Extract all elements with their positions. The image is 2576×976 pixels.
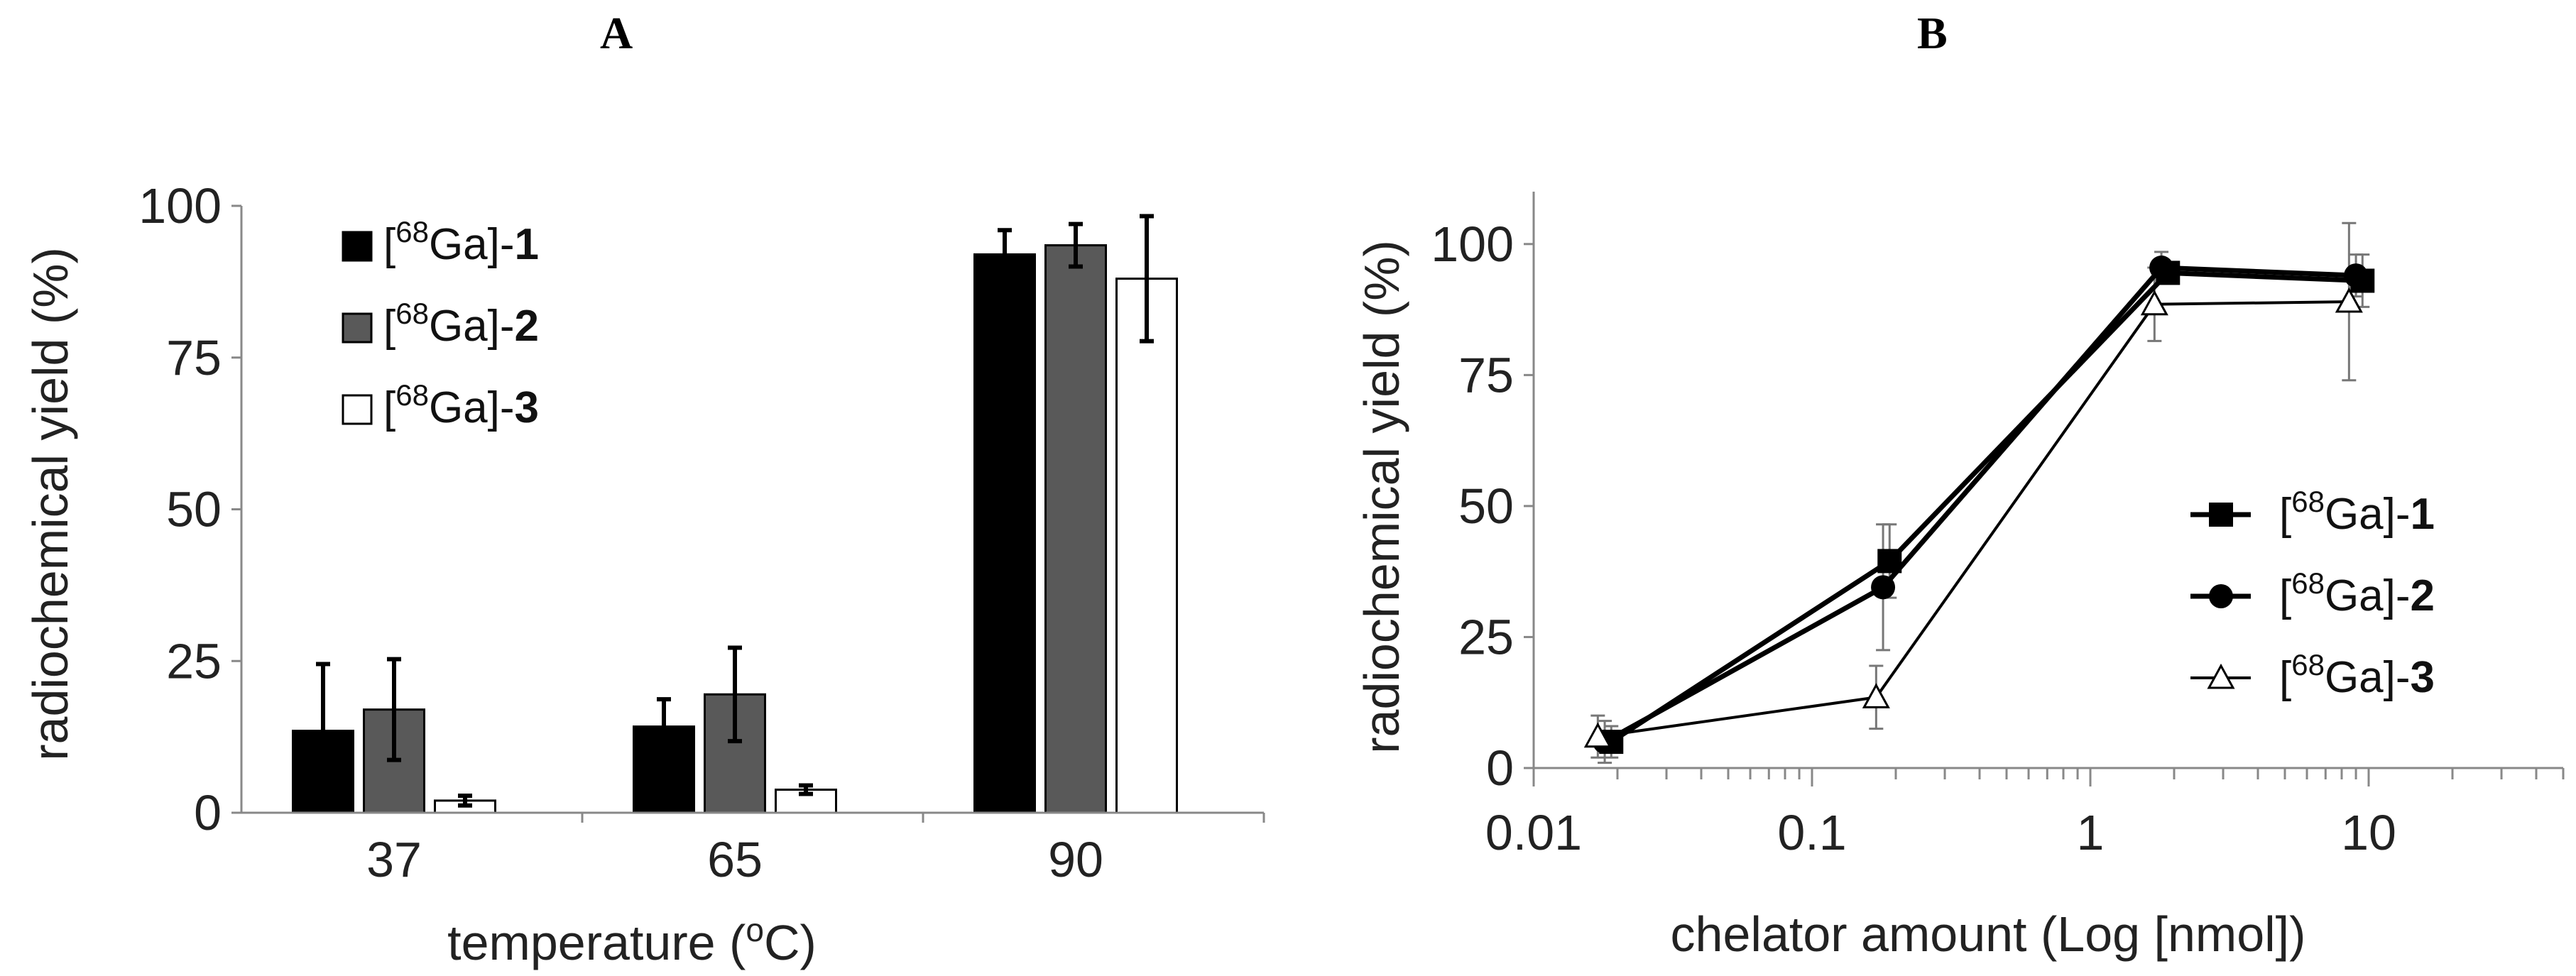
- chart-b-x-axis-title: chelator amount (Log [nmol]): [1671, 906, 2306, 962]
- legend-swatch: [342, 394, 373, 425]
- series-line: [1603, 265, 2357, 745]
- chart-b-x-tick-label: 1: [2077, 805, 2105, 860]
- marker-square: [1599, 730, 1624, 755]
- panel-label-b: B: [1917, 8, 1948, 58]
- chart-a-y-tick-label: 25: [166, 633, 222, 689]
- legend-label: [68Ga]-2: [2279, 566, 2435, 620]
- chart-a-x-tick-label: 90: [1048, 832, 1103, 887]
- chart-b-y-axis-title: radiochemical yield (%): [1354, 240, 1409, 754]
- chart-a-y-tick-label: 0: [194, 785, 222, 840]
- chart-a-x-axis-title: temperature (oC): [447, 911, 817, 970]
- marker-square: [2156, 261, 2181, 285]
- bar: [973, 253, 1036, 814]
- bar: [1115, 278, 1178, 814]
- chart-b-x-tick-label: 10: [2341, 805, 2396, 860]
- marker-circle: [2209, 584, 2233, 608]
- legend-label: [68Ga]-3: [2279, 648, 2435, 702]
- marker-square: [1877, 549, 1902, 574]
- chart-b-y-tick-label: 25: [1458, 609, 1514, 664]
- chart-b-x-tick-label: 0.01: [1485, 805, 1582, 860]
- chart-b-y-tick-label: 100: [1431, 216, 1514, 272]
- marker-square: [2350, 268, 2375, 293]
- legend-label: [68Ga]-3: [383, 378, 539, 432]
- marker-triangle: [1862, 683, 1890, 708]
- legend-swatch: [342, 312, 373, 344]
- chart-b-y-tick-label: 75: [1458, 347, 1514, 402]
- chart-b-x-tick-label: 0.1: [1777, 805, 1846, 860]
- panel-label-a: A: [600, 8, 633, 58]
- marker-triangle: [1583, 722, 1612, 748]
- chart-a-y-tick-label: 100: [138, 178, 222, 234]
- legend-label: [68Ga]-1: [383, 215, 539, 269]
- bar-chart-temperature: 0 25 50 75 100 37 65 90 [68Ga]-1 [68Ga]-2 [68Ga]-…: [23, 178, 1265, 970]
- chart-a-y-tick-label: 50: [166, 482, 222, 537]
- chart-a-x-tick-label: 65: [707, 832, 763, 887]
- chart-a-x-tick-label: 37: [366, 832, 422, 887]
- marker-triangle: [2140, 290, 2168, 316]
- series-line: [1598, 300, 2349, 738]
- marker-square: [2209, 503, 2233, 527]
- bar: [1044, 244, 1107, 814]
- legend-label: [68Ga]-2: [383, 297, 539, 351]
- chart-a-y-axis-title: radiochemical yield (%): [23, 247, 78, 761]
- marker-circle: [2149, 256, 2174, 280]
- legend-swatch: [342, 231, 373, 262]
- series-line: [1610, 270, 2363, 745]
- chart-b-y-tick-label: 0: [1486, 740, 1514, 796]
- legend-label: [68Ga]-1: [2279, 485, 2435, 539]
- chart-a-y-tick-label: 75: [166, 330, 222, 385]
- marker-circle: [2344, 263, 2369, 288]
- marker-circle: [1871, 575, 1896, 600]
- marker-triangle: [2207, 663, 2235, 689]
- marker-triangle: [2335, 287, 2363, 313]
- chart-b-y-tick-label: 50: [1458, 478, 1514, 534]
- marker-circle: [1593, 730, 1617, 755]
